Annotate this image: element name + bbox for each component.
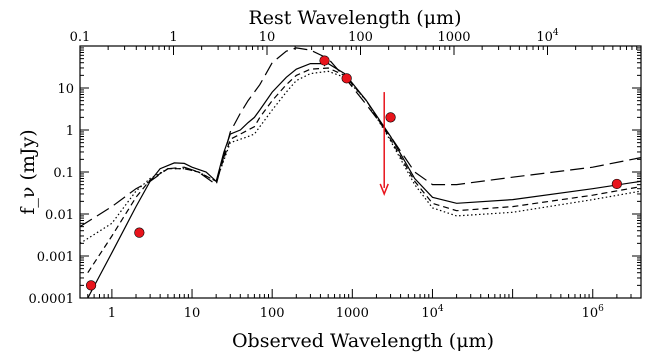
- x-tick-label: 1000: [336, 306, 369, 321]
- data-point: [385, 112, 396, 123]
- x-axis-title: Observed Wavelength (μm): [232, 330, 494, 352]
- model-curve-solid: [87, 63, 641, 298]
- data-points: [85, 55, 622, 291]
- top-tick-label: 0.1: [70, 30, 91, 45]
- y-tick-label: 1: [66, 124, 74, 139]
- top-tick-label: 100: [348, 30, 373, 45]
- data-point: [611, 178, 622, 190]
- upper-limit-group: [379, 92, 389, 196]
- top-axis-title: Rest Wavelength (μm): [249, 7, 462, 29]
- x-tick-label: 100: [260, 306, 285, 321]
- y-axis-title: f_ν (mJy): [17, 129, 39, 214]
- top-tick-label: 104: [536, 28, 559, 45]
- top-tick-label: 10: [259, 30, 276, 45]
- data-point: [85, 280, 97, 291]
- data-point: [341, 73, 352, 84]
- x-tick-label: 104: [421, 304, 444, 321]
- y-tick-label: 0.001: [37, 250, 74, 265]
- y-tick-label: 10: [57, 82, 74, 97]
- model-curves: [80, 47, 641, 298]
- y-tick-label: 0.0001: [29, 292, 75, 307]
- y-tick-label: 0.01: [45, 208, 74, 223]
- plot-area: [79, 45, 642, 299]
- model-curve-dotted: [80, 70, 641, 244]
- y-tick-label: 0.1: [53, 166, 74, 181]
- x-tick-label: 1: [108, 306, 116, 321]
- top-tick-label: 1000: [437, 30, 470, 45]
- top-tick-label: 1: [169, 30, 177, 45]
- data-point: [134, 227, 145, 238]
- x-tick-label: 10: [184, 306, 201, 321]
- data-point: [319, 55, 330, 66]
- x-tick-label: 106: [582, 304, 605, 321]
- upper-limit-arrow-head: [379, 183, 389, 196]
- axis-ticks: 1 10 100 1000 104 106 0.1 1 10 100 1000 104 0.0001 0.…: [29, 28, 642, 321]
